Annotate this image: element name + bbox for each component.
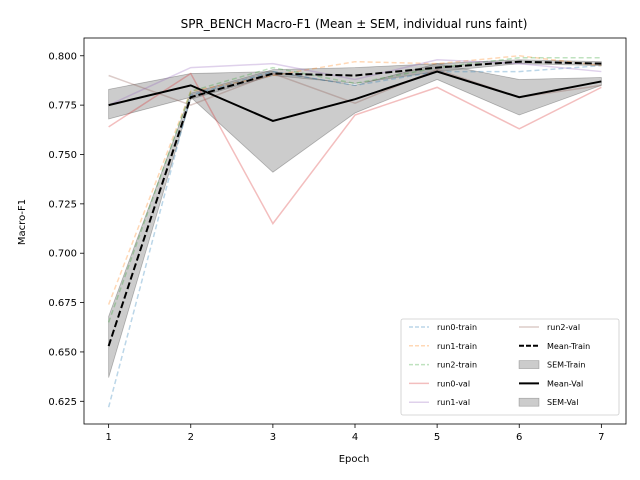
- band-sem-train: [108, 59, 602, 378]
- legend-label: run0-train: [437, 323, 477, 332]
- y-tick-label: 0.700: [48, 249, 77, 260]
- x-tick-label: 6: [516, 432, 522, 443]
- band-sem-val: [108, 63, 602, 173]
- x-tick-label: 5: [434, 432, 440, 443]
- y-tick-label: 0.625: [48, 397, 77, 408]
- legend-box: [400, 318, 620, 416]
- legend-label: SEM-Val: [547, 398, 578, 407]
- x-axis-ticks: 1 2 3 4 5 6 7: [105, 424, 605, 443]
- x-tick-label: 3: [270, 432, 276, 443]
- series-lines: [107, 55, 602, 408]
- legend-label: run0-val: [437, 379, 470, 388]
- x-tick-label: 7: [598, 432, 604, 443]
- series-mean-train: [107, 60, 602, 347]
- legend: run0-train run1-train run2-train run0-val ru…: [400, 318, 620, 416]
- legend-label: Mean-Val: [547, 379, 583, 388]
- y-tick-label: 0.775: [48, 101, 77, 112]
- sem-bands: [108, 59, 602, 378]
- y-axis-ticks: 0.625 0.650 0.675 0.700 0.725 0.750 0.775 0.800: [48, 51, 84, 408]
- x-tick-label: 2: [188, 432, 194, 443]
- y-tick-label: 0.750: [48, 150, 77, 161]
- x-tick-label: 1: [105, 432, 111, 443]
- x-axis-label: Epoch: [339, 454, 370, 465]
- legend-label: run2-val: [547, 323, 580, 332]
- y-tick-label: 0.650: [48, 347, 77, 358]
- series-mean-val: [108, 70, 602, 122]
- legend-label: run1-val: [437, 398, 470, 407]
- legend-label: run1-train: [437, 342, 477, 351]
- y-tick-label: 0.725: [48, 199, 77, 210]
- legend-label: run2-train: [437, 361, 477, 370]
- y-tick-label: 0.675: [48, 298, 77, 309]
- legend-swatch: [518, 360, 540, 369]
- series-run1-val: [108, 58, 602, 106]
- legend-label: Mean-Train: [547, 342, 590, 351]
- legend-swatch: [518, 397, 540, 407]
- legend-label: SEM-Train: [547, 361, 585, 370]
- chart-title: SPR_BENCH Macro-F1 (Mean ± SEM, individu…: [181, 17, 528, 31]
- series-run0-train: [107, 64, 602, 408]
- series-run2-train: [107, 56, 602, 323]
- y-tick-label: 0.800: [48, 51, 77, 62]
- x-tick-label: 4: [352, 432, 358, 443]
- series-run1-train: [107, 55, 602, 305]
- series-run0-val: [108, 72, 602, 225]
- y-axis-label: Macro-F1: [17, 199, 28, 245]
